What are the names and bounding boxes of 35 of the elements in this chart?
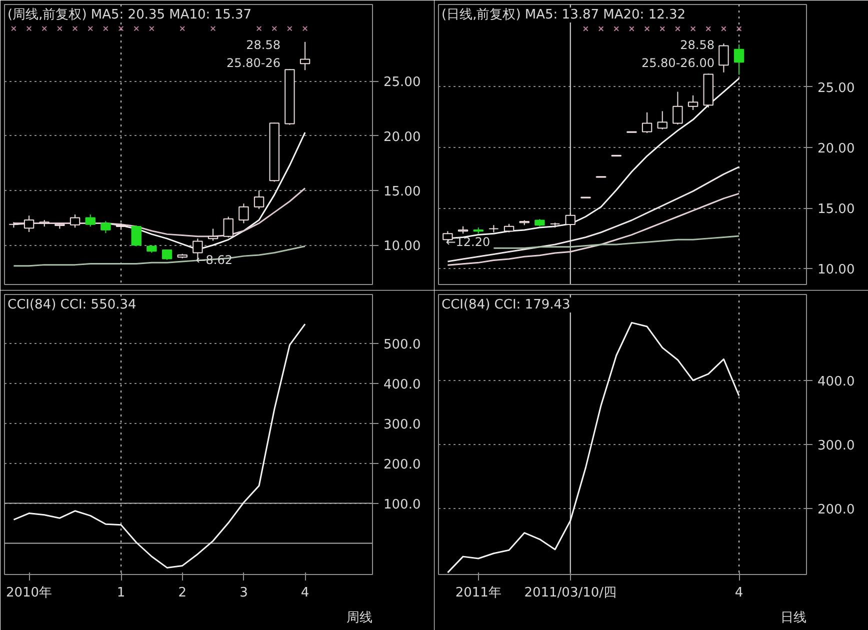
- text: 周线: [346, 610, 372, 626]
- chart-title: (日线,前复权) MA5: 13.87 MA20: 12.32: [442, 8, 686, 22]
- annotation: 25.80-26: [226, 56, 280, 70]
- x-tick-label: 2010年: [6, 586, 52, 600]
- x-tick-label: 1: [116, 586, 126, 600]
- y-tick-label: 15.00: [384, 184, 421, 200]
- annotation: 28.58: [246, 38, 281, 52]
- y-tick-label: 20.00: [818, 142, 855, 157]
- chart-title: CCI(84) CCI: 550.34: [8, 298, 136, 312]
- x-tick-label: 2: [178, 586, 187, 600]
- text: 日线: [780, 610, 806, 626]
- annotation: ←12.20: [446, 235, 490, 250]
- y-tick-label: 300.0: [818, 438, 855, 454]
- chart-title: (周线,前复权) MA5: 20.35 MA10: 15.37: [8, 8, 252, 22]
- x-tick-label: 2011年: [455, 586, 502, 600]
- y-tick-label: 200.0: [818, 502, 855, 518]
- y-tick-label: 25.00: [384, 75, 421, 90]
- annotation: 25.80-26.00: [641, 56, 715, 70]
- x-tick-label: 3: [240, 586, 248, 600]
- y-tick-label: 15.00: [818, 202, 855, 218]
- y-tick-label: 10.00: [818, 262, 855, 278]
- y-tick-label: 200.0: [384, 457, 421, 472]
- y-tick-label: 300.0: [384, 417, 421, 432]
- annotation: 28.58: [680, 38, 715, 52]
- y-tick-label: 400.0: [384, 377, 421, 392]
- y-tick-label: 500.0: [384, 337, 421, 352]
- y-tick-label: 10.00: [384, 239, 421, 254]
- x-tick-label: 2011/03/10/四: [524, 586, 617, 600]
- y-tick-label: 20.00: [384, 130, 421, 145]
- y-tick-label: 400.0: [818, 374, 855, 390]
- x-tick-label: 4: [300, 586, 310, 600]
- x-tick-label: 4: [734, 586, 744, 600]
- y-tick-label: 100.0: [384, 497, 421, 512]
- chart-title: CCI(84) CCI: 179.43: [442, 298, 570, 312]
- y-tick-label: 25.00: [818, 80, 855, 96]
